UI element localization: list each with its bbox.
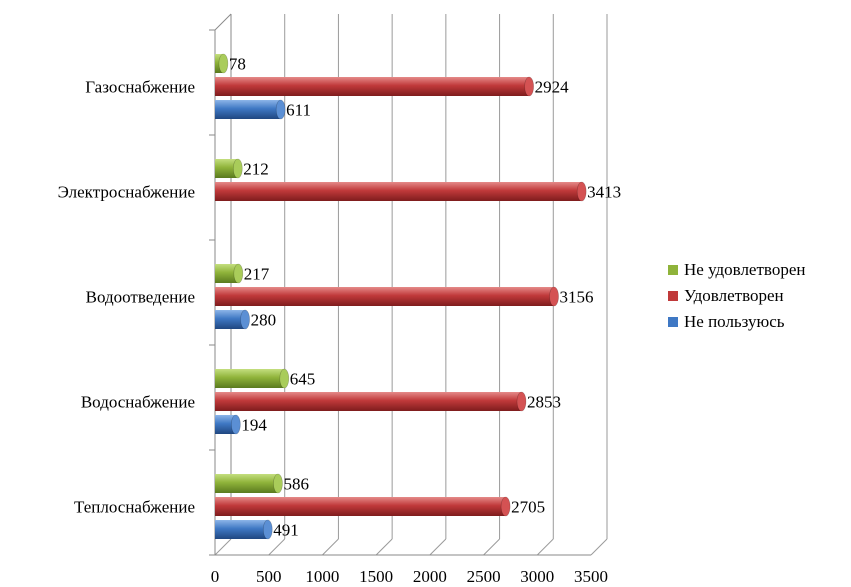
legend-item-satisfied: Удовлетворен	[668, 284, 805, 308]
x-tick-label: 3500	[574, 567, 608, 586]
x-tick-label: 500	[256, 567, 282, 586]
x-tick-label: 1000	[305, 567, 339, 586]
bar	[215, 182, 582, 201]
legend-label: Не пользуюсь	[684, 312, 785, 331]
x-tick-label: 1500	[359, 567, 393, 586]
bar-cap	[273, 473, 283, 494]
bar-cap	[231, 414, 241, 435]
data-label: 645	[290, 370, 316, 389]
bar	[215, 497, 506, 516]
legend-swatch-green	[668, 265, 678, 275]
bar-cap	[218, 53, 229, 74]
x-tick-label: 3000	[520, 567, 554, 586]
bar-cap	[275, 99, 286, 120]
data-label: 3413	[587, 183, 621, 202]
legend-item-not-using: Не пользуюсь	[668, 310, 805, 334]
bar-cap	[232, 158, 243, 179]
y-category-label: Электроснабжение	[58, 183, 195, 202]
bar-cap	[549, 286, 559, 307]
data-label: 2853	[527, 393, 561, 412]
floor-line	[429, 538, 447, 556]
bar-cap	[240, 309, 250, 330]
legend-label: Не удовлетворен	[684, 260, 806, 279]
y-category-label: Теплоснабжение	[74, 498, 195, 517]
data-label: 611	[286, 101, 311, 120]
bar	[215, 264, 239, 283]
y-category-label: Водоснабжение	[81, 393, 195, 412]
bar-cap	[279, 368, 290, 389]
data-label: 2924	[535, 78, 570, 97]
left-wall-top	[214, 13, 232, 31]
legend-swatch-red	[668, 291, 678, 301]
bar	[215, 369, 285, 388]
floor-line	[536, 538, 554, 556]
x-tick-label: 0	[211, 567, 220, 586]
bar	[215, 310, 246, 329]
bar-cap	[233, 263, 244, 284]
x-tick-label: 2500	[467, 567, 501, 586]
bar-cap	[524, 76, 534, 97]
bar	[215, 415, 236, 434]
floor-line	[590, 538, 608, 556]
data-label: 212	[243, 160, 268, 179]
bar	[215, 159, 238, 178]
legend-label: Удовлетворен	[684, 286, 784, 305]
floor-line	[322, 538, 339, 556]
floor-line	[483, 538, 500, 556]
bar-cap	[516, 391, 527, 412]
bar-cap	[500, 496, 511, 517]
floor-line	[375, 538, 393, 556]
legend-item-not-satisfied: Не удовлетворен	[668, 258, 805, 282]
legend-swatch-blue	[668, 317, 678, 327]
y-category-label: Газоснабжение	[85, 78, 195, 97]
data-label: 78	[229, 55, 246, 74]
bar	[215, 392, 522, 411]
data-label: 194	[241, 416, 267, 435]
data-label: 491	[273, 521, 299, 540]
x-tick-label: 2000	[413, 567, 447, 586]
bar-cap	[576, 181, 587, 202]
floor-line	[214, 538, 232, 556]
bar	[215, 77, 530, 96]
bar	[215, 287, 555, 306]
legend: Не удовлетворен Удовлетворен Не пользуюс…	[668, 258, 805, 336]
bar	[215, 100, 281, 119]
bar	[215, 520, 268, 539]
data-label: 280	[251, 311, 277, 330]
bar	[215, 474, 278, 493]
y-category-label: Водоотведение	[86, 288, 195, 307]
data-label: 3156	[560, 288, 594, 307]
data-label: 2705	[511, 498, 545, 517]
data-label: 217	[244, 265, 270, 284]
data-label: 586	[283, 475, 309, 494]
bar-cap	[262, 519, 273, 540]
floor-line	[268, 538, 286, 556]
